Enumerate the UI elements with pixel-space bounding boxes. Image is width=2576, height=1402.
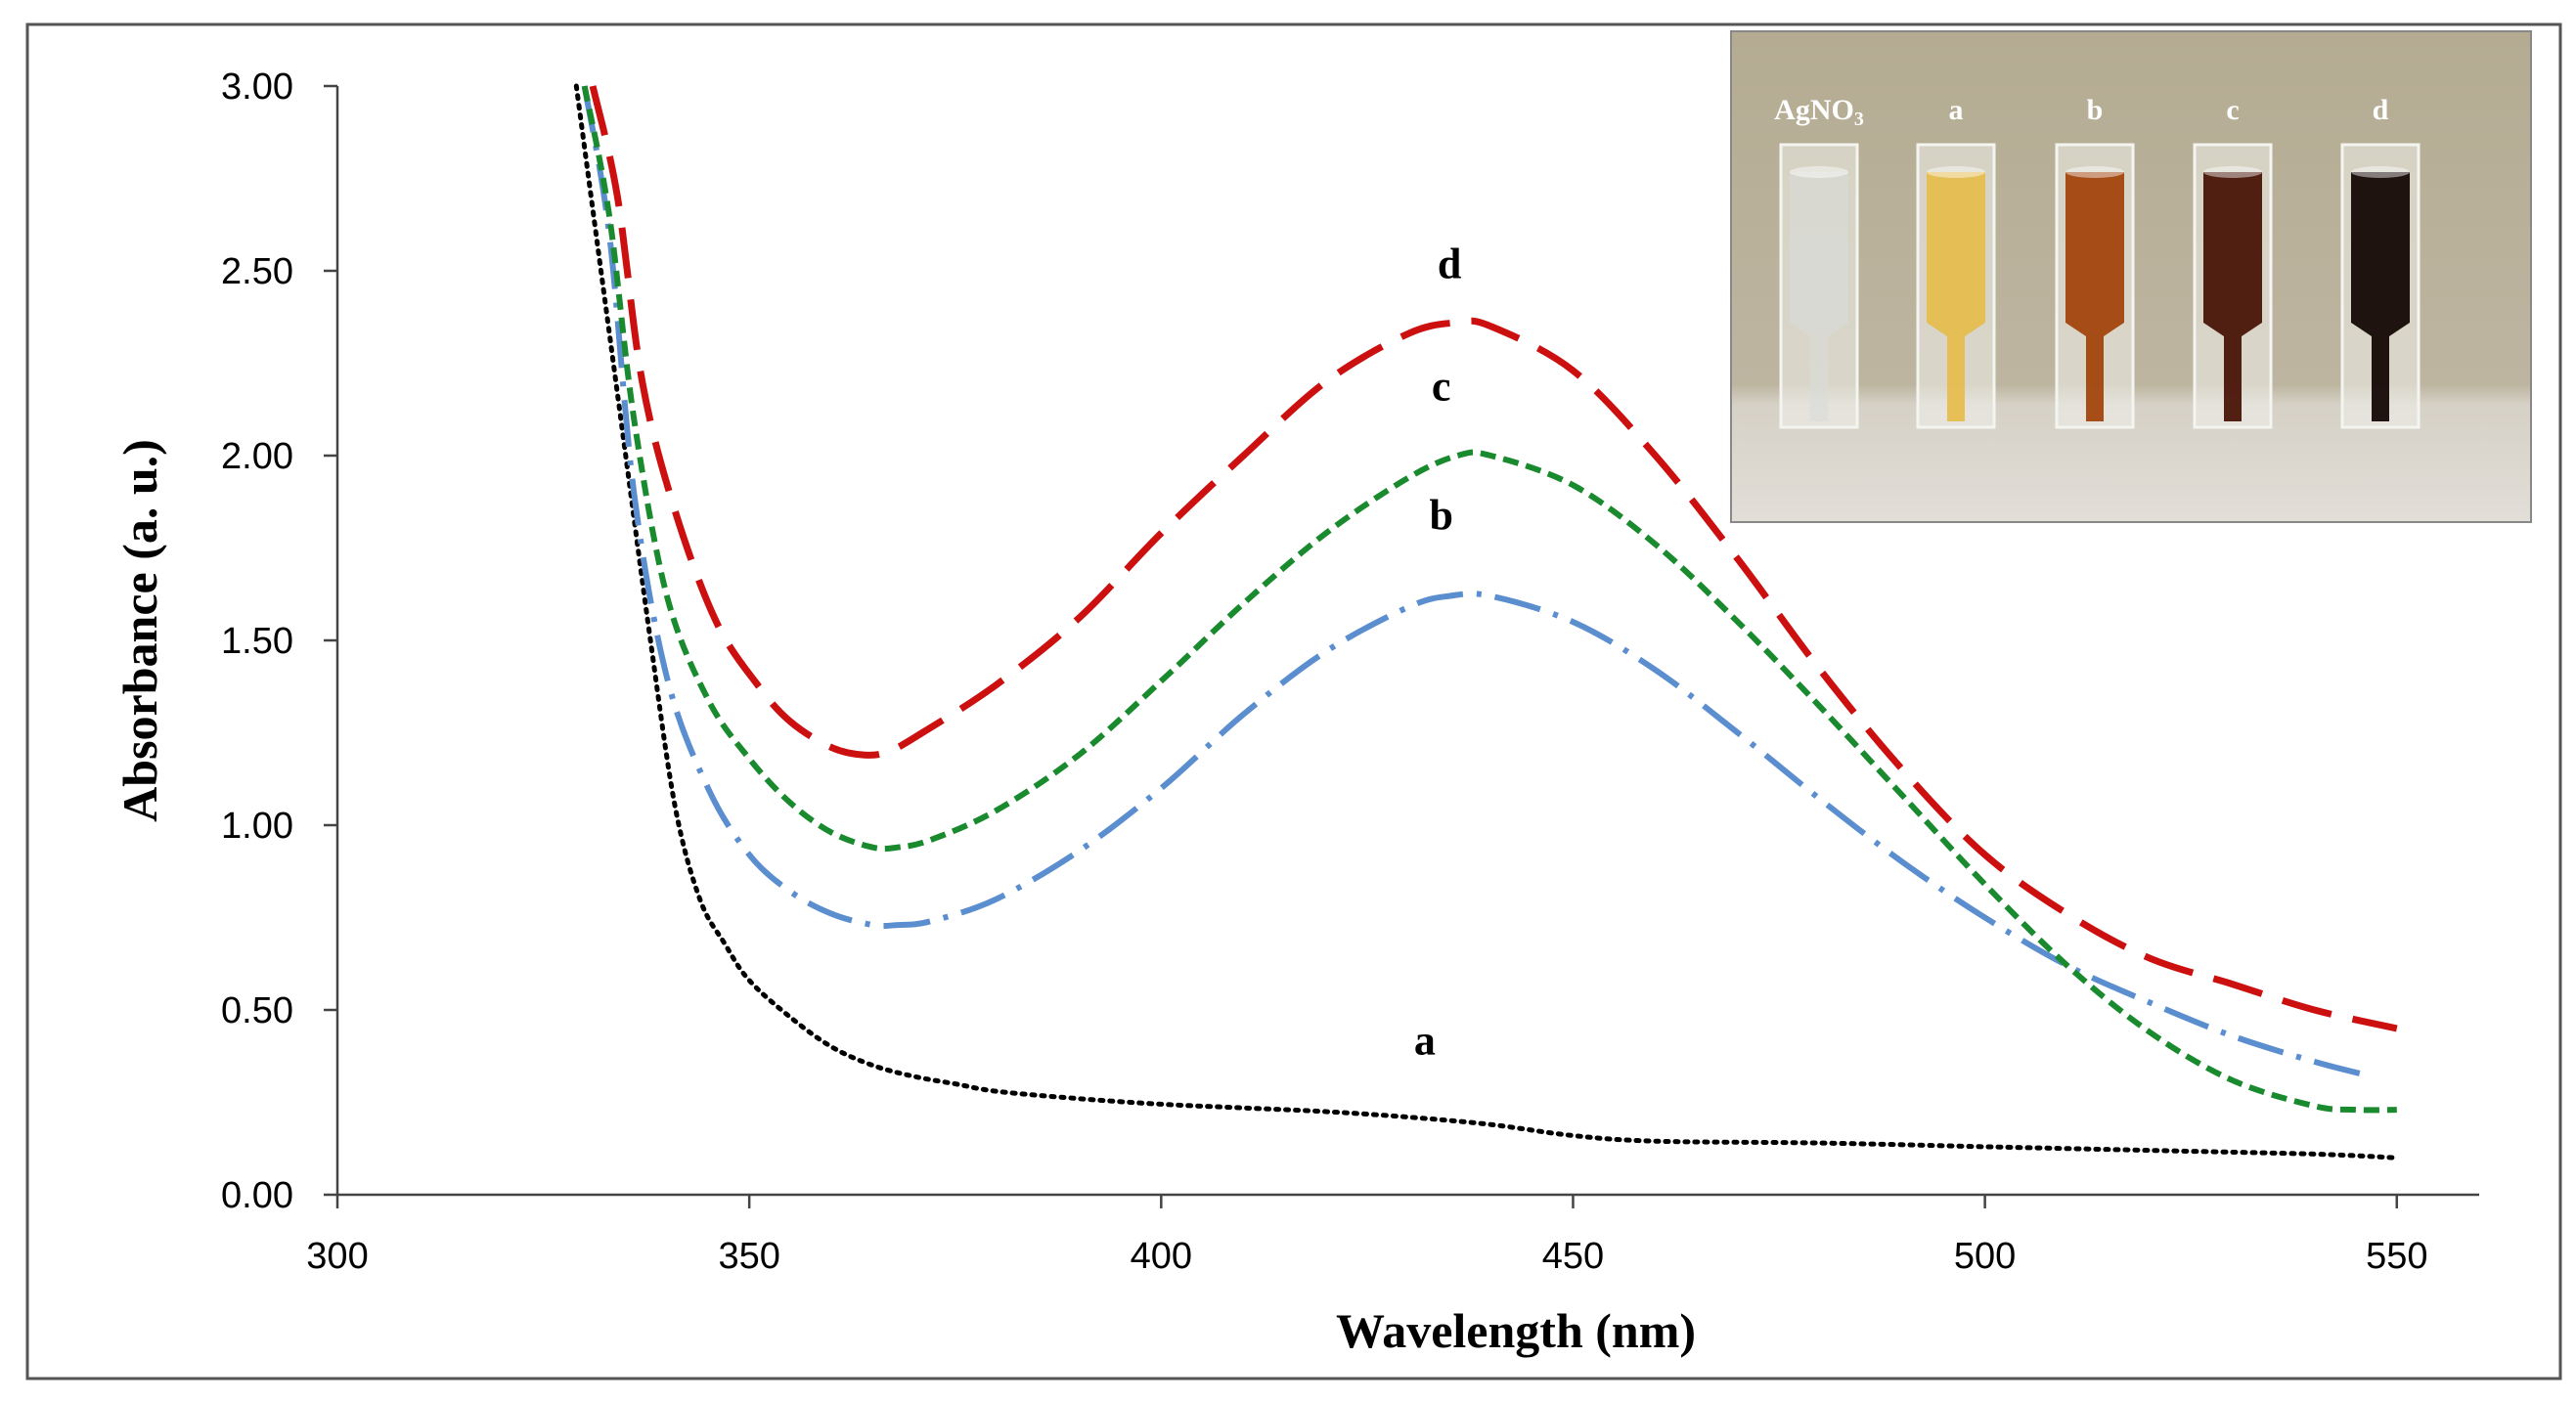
- meniscus: [2351, 166, 2410, 178]
- y-tick-label: 0.00: [221, 1175, 293, 1216]
- series-label-b: b: [1429, 492, 1452, 540]
- series-label-c: c: [1432, 362, 1451, 410]
- cuvette-liquid: [2203, 172, 2262, 421]
- cuvette-c: c: [2193, 94, 2273, 429]
- x-tick-label: 450: [1542, 1236, 1604, 1277]
- meniscus: [2203, 166, 2262, 178]
- cuvette-a: a: [1916, 94, 1996, 429]
- x-tick-label: 400: [1131, 1236, 1192, 1277]
- x-tick-label: 500: [1954, 1236, 2016, 1277]
- cuvette-label: c: [2226, 94, 2239, 126]
- series-line-d: [589, 85, 2398, 1032]
- cuvette-label: b: [2087, 94, 2104, 126]
- cuvette-agno3: AgNO3: [1774, 94, 1864, 429]
- inset-photo: AgNO3 a b c d: [1730, 30, 2532, 523]
- cuvette-liquid: [2065, 172, 2124, 421]
- cuvette-label: AgNO3: [1774, 94, 1864, 130]
- y-tick-label: 1.00: [221, 806, 293, 847]
- series-label-d: d: [1438, 241, 1461, 288]
- series-labels: a b c d: [1414, 241, 1462, 1065]
- y-tick-label: 0.50: [221, 990, 293, 1031]
- series-group: [573, 83, 2400, 1161]
- cuvette-d: d: [2340, 94, 2421, 429]
- x-tick-label: 300: [306, 1236, 368, 1277]
- series-line-c: [581, 85, 2397, 1114]
- cuvette-label: d: [2373, 94, 2389, 126]
- cuvette-liquid: [1927, 172, 1985, 421]
- axes: 300 350 400 450 500 550 0.00 0.50 1.00 1.50 2.00 2.…: [221, 66, 2479, 1277]
- series-label-a: a: [1414, 1016, 1436, 1064]
- meniscus: [1927, 166, 1985, 178]
- meniscus: [1790, 166, 1848, 178]
- cuvette-liquid: [1790, 172, 1848, 421]
- cuvette-label: a: [1949, 94, 1964, 126]
- x-tick-label: 350: [718, 1236, 779, 1277]
- series-line-a: [573, 83, 2400, 1161]
- meniscus: [2065, 166, 2124, 178]
- y-tick-label: 3.00: [221, 66, 293, 108]
- y-tick-label: 2.50: [221, 251, 293, 292]
- cuvette-liquid: [2351, 172, 2410, 421]
- cuvette-b: b: [2055, 94, 2135, 429]
- y-axis-title: Absorbance (a. u.): [112, 439, 167, 822]
- x-tick-label: 550: [2366, 1236, 2427, 1277]
- y-tick-label: 2.00: [221, 436, 293, 477]
- series-line-b: [581, 85, 2374, 1079]
- y-tick-label: 1.50: [221, 621, 293, 662]
- x-axis-title: Wavelength (nm): [1336, 1303, 1696, 1358]
